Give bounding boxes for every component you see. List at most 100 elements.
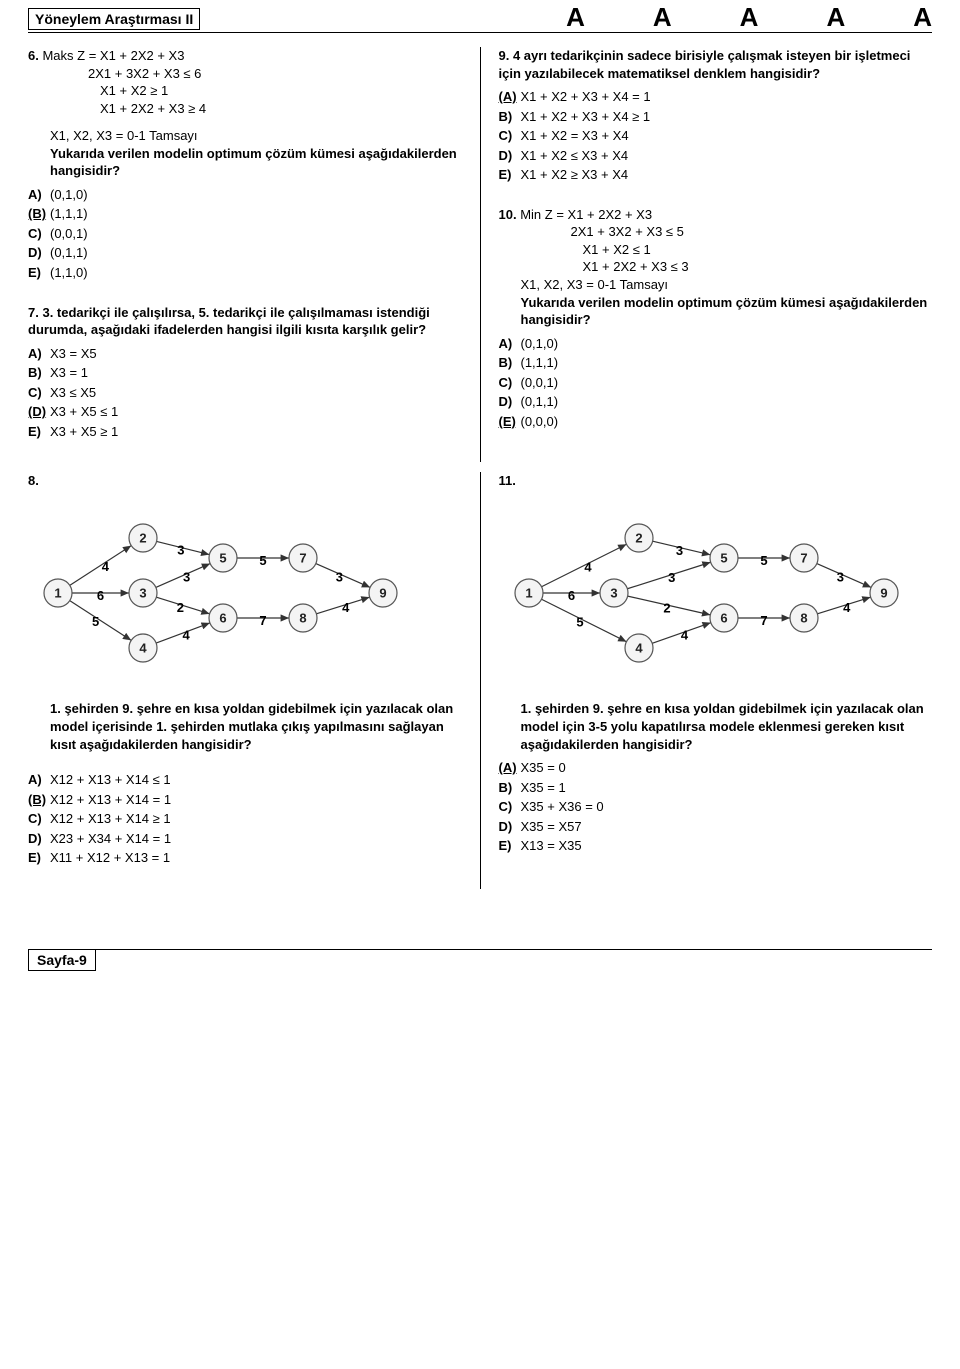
q7-opt-d: (D)X3 + X5 ≤ 1 bbox=[28, 403, 462, 421]
q6-opt-d: D)(0,1,1) bbox=[28, 244, 462, 262]
svg-text:5: 5 bbox=[720, 550, 727, 565]
svg-text:3: 3 bbox=[336, 570, 343, 585]
q8-opt-b-text: X12 + X13 + X14 = 1 bbox=[50, 792, 171, 807]
svg-text:4: 4 bbox=[183, 627, 191, 642]
q7-opt-d-text: X3 + X5 ≤ 1 bbox=[50, 404, 118, 419]
svg-text:3: 3 bbox=[139, 585, 146, 600]
q6-line4: X1 + 2X2 + X3 ≥ 4 bbox=[100, 101, 206, 116]
question-11: 11. 46533245734123456789 1. şehirden 9. … bbox=[499, 472, 933, 854]
svg-text:6: 6 bbox=[720, 610, 727, 625]
q7-opt-a: A)X3 = X5 bbox=[28, 345, 462, 363]
q9-opt-c: C)X1 + X2 = X3 + X4 bbox=[499, 127, 933, 145]
q10-line1: Min Z = X1 + 2X2 + X3 bbox=[520, 207, 652, 222]
col-left-lower: 8. 46533245734123456789 1. şehirden 9. ş… bbox=[28, 472, 462, 888]
q8-opt-e-text: X11 + X12 + X13 = 1 bbox=[50, 850, 170, 865]
svg-text:8: 8 bbox=[299, 610, 306, 625]
q8-opt-b: (B)X12 + X13 + X14 = 1 bbox=[28, 791, 462, 809]
q6-line5: X1, X2, X3 = 0-1 Tamsayı bbox=[50, 128, 198, 143]
q10-opt-d: D)(0,1,1) bbox=[499, 393, 933, 411]
q9-opt-c-text: X1 + X2 = X3 + X4 bbox=[521, 128, 629, 143]
svg-text:2: 2 bbox=[663, 600, 670, 615]
svg-text:3: 3 bbox=[836, 570, 843, 585]
q11-opt-c: C)X35 + X36 = 0 bbox=[499, 798, 933, 816]
q11-opt-c-text: X35 + X36 = 0 bbox=[521, 799, 604, 814]
q6-line3: X1 + X2 ≥ 1 bbox=[100, 83, 168, 98]
svg-text:2: 2 bbox=[139, 530, 146, 545]
header-title-box: Yöneylem Araştırması II bbox=[28, 8, 200, 30]
svg-text:3: 3 bbox=[610, 585, 617, 600]
q11-opt-d: D)X35 = X57 bbox=[499, 818, 933, 836]
q11-opt-e: E)X13 = X35 bbox=[499, 837, 933, 855]
q10-opt-e-text: (0,0,0) bbox=[521, 414, 559, 429]
svg-text:4: 4 bbox=[102, 559, 110, 574]
q11-text: 1. şehirden 9. şehre en kısa yoldan gide… bbox=[521, 701, 924, 751]
q9-opt-e-text: X1 + X2 ≥ X3 + X4 bbox=[521, 167, 629, 182]
svg-text:3: 3 bbox=[668, 570, 675, 585]
q6-opt-d-text: (0,1,1) bbox=[50, 245, 88, 260]
q7-opt-e: E)X3 + X5 ≥ 1 bbox=[28, 423, 462, 441]
q9-opt-b: B)X1 + X2 + X3 + X4 ≥ 1 bbox=[499, 108, 933, 126]
question-9: 9. 4 ayrı tedarikçinin sadece birisiyle … bbox=[499, 47, 933, 184]
q11-opt-a-text: X35 = 0 bbox=[521, 760, 566, 775]
svg-text:6: 6 bbox=[97, 588, 104, 603]
vertical-rule-lower bbox=[480, 472, 481, 888]
page-header: Yöneylem Araştırması II A A A A A bbox=[28, 8, 932, 33]
q8-opt-c-text: X12 + X13 + X14 ≥ 1 bbox=[50, 811, 171, 826]
q7-options: A)X3 = X5 B)X3 = 1 C)X3 ≤ X5 (D)X3 + X5 … bbox=[28, 345, 462, 441]
q7-opt-b: B)X3 = 1 bbox=[28, 364, 462, 382]
svg-text:5: 5 bbox=[92, 614, 99, 629]
q11-opt-b: B)X35 = 1 bbox=[499, 779, 933, 797]
q10-opt-a-text: (0,1,0) bbox=[521, 336, 559, 351]
question-6: 6. Maks Z = X1 + 2X2 + X3 2X1 + 3X2 + X3… bbox=[28, 47, 462, 282]
q9-num: 9. bbox=[499, 48, 510, 63]
q10-opt-b: B)(1,1,1) bbox=[499, 354, 933, 372]
q9-opt-d: D)X1 + X2 ≤ X3 + X4 bbox=[499, 147, 933, 165]
svg-text:9: 9 bbox=[880, 585, 887, 600]
svg-text:5: 5 bbox=[259, 553, 266, 568]
svg-text:4: 4 bbox=[635, 640, 643, 655]
q8-text: 1. şehirden 9. şehre en kısa yoldan gide… bbox=[50, 701, 453, 751]
q9-opt-d-text: X1 + X2 ≤ X3 + X4 bbox=[521, 148, 629, 163]
svg-text:1: 1 bbox=[525, 585, 532, 600]
q10-line4: X1 + 2X2 + X3 ≤ 3 bbox=[583, 259, 689, 274]
q8-graph: 46533245734123456789 bbox=[28, 498, 462, 693]
q6-opt-c: C)(0,0,1) bbox=[28, 225, 462, 243]
q6-opt-b: (B)(1,1,1) bbox=[28, 205, 462, 223]
q7-opt-c: C)X3 ≤ X5 bbox=[28, 384, 462, 402]
header-letter: A bbox=[566, 2, 585, 33]
q7-opt-c-text: X3 ≤ X5 bbox=[50, 385, 96, 400]
q9-opt-a: (A)X1 + X2 + X3 + X4 = 1 bbox=[499, 88, 933, 106]
header-letter: A bbox=[740, 2, 759, 33]
q9-opt-b-text: X1 + X2 + X3 + X4 ≥ 1 bbox=[521, 109, 651, 124]
q11-options: (A)X35 = 0 B)X35 = 1 C)X35 + X36 = 0 D)X… bbox=[499, 759, 933, 855]
q8-opt-e: E)X11 + X12 + X13 = 1 bbox=[28, 849, 462, 867]
svg-text:6: 6 bbox=[219, 610, 226, 625]
svg-text:3: 3 bbox=[177, 543, 184, 558]
q10-opt-d-text: (0,1,1) bbox=[521, 394, 559, 409]
q8-opt-a: A)X12 + X13 + X14 ≤ 1 bbox=[28, 771, 462, 789]
q8-options: A)X12 + X13 + X14 ≤ 1 (B)X12 + X13 + X14… bbox=[28, 771, 462, 867]
svg-text:2: 2 bbox=[177, 600, 184, 615]
q6-opt-c-text: (0,0,1) bbox=[50, 226, 88, 241]
svg-text:4: 4 bbox=[342, 600, 350, 615]
vertical-rule bbox=[480, 47, 481, 462]
q9-opt-a-text: X1 + X2 + X3 + X4 = 1 bbox=[521, 89, 651, 104]
q9-options: (A)X1 + X2 + X3 + X4 = 1 B)X1 + X2 + X3 … bbox=[499, 88, 933, 184]
svg-text:3: 3 bbox=[183, 570, 190, 585]
svg-text:5: 5 bbox=[219, 550, 226, 565]
svg-text:3: 3 bbox=[675, 543, 682, 558]
q9-text: 4 ayrı tedarikçinin sadece birisiyle çal… bbox=[499, 48, 911, 81]
header-letters: A A A A A bbox=[566, 2, 932, 33]
header-letter: A bbox=[913, 2, 932, 33]
q10-opt-c: C)(0,0,1) bbox=[499, 374, 933, 392]
svg-text:6: 6 bbox=[567, 588, 574, 603]
page-footer: Sayfa-9 bbox=[28, 949, 932, 971]
header-letter: A bbox=[826, 2, 845, 33]
svg-text:2: 2 bbox=[635, 530, 642, 545]
q6-opt-b-text: (1,1,1) bbox=[50, 206, 88, 221]
svg-text:4: 4 bbox=[843, 600, 851, 615]
q10-line2: 2X1 + 3X2 + X3 ≤ 5 bbox=[571, 224, 684, 239]
q6-opt-e-text: (1,1,0) bbox=[50, 265, 88, 280]
q8-opt-d-text: X23 + X34 + X14 = 1 bbox=[50, 831, 171, 846]
svg-text:7: 7 bbox=[259, 613, 266, 628]
